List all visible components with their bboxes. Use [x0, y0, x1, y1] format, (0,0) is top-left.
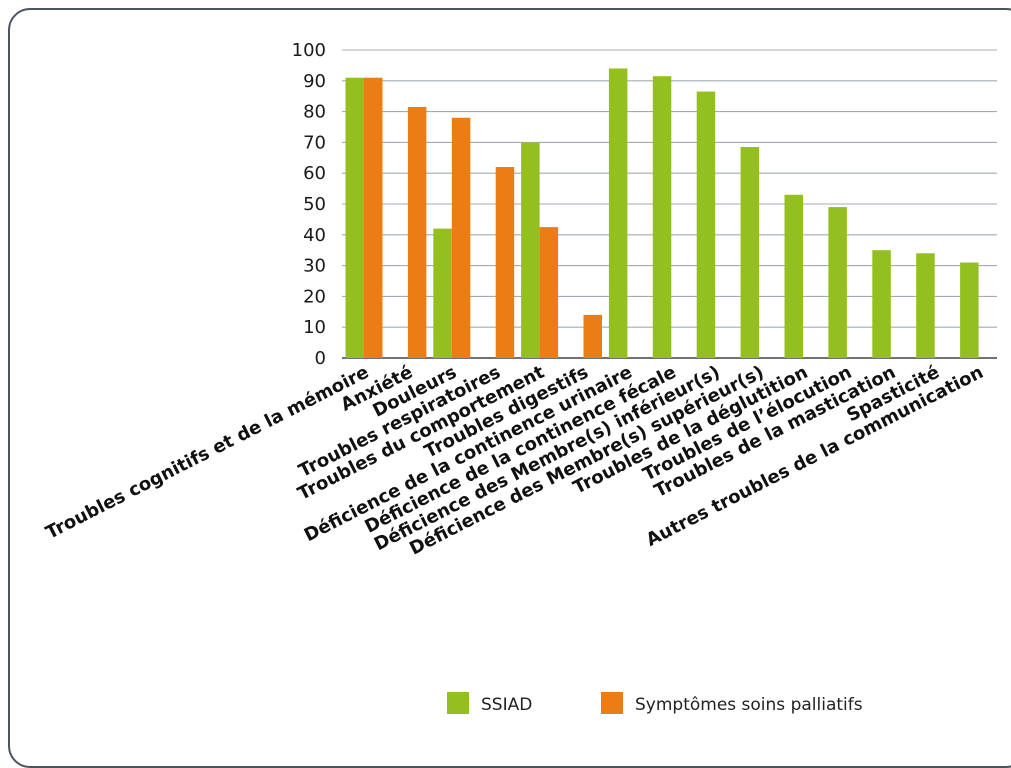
bar-symptomes-soins-palliatifs-anxiete	[407, 106, 427, 358]
bar-chart: 0 10 20 30 40 50 60 70 80 90 100 Troubles cognitif…	[42, 40, 997, 715]
bar-symptomes-soins-palliatifs-troubles-du-comportement	[539, 227, 559, 358]
y-tick-label: 30	[303, 256, 326, 277]
bar-ssiad-spasticite	[916, 253, 935, 358]
y-tick-label: 60	[303, 163, 326, 184]
bar-ssiad-troubles-de-l-elocution	[828, 207, 847, 358]
legend-swatch-symptomes-soins-palliatifs	[601, 692, 623, 714]
bar-ssiad-autres-troubles-de-la-communication	[960, 262, 979, 358]
bar-ssiad-troubles-de-la-deglutition	[784, 194, 803, 358]
y-axis-ticks: 0 10 20 30 40 50 60 70 80 90 100	[292, 40, 326, 369]
bar-symptomes-soins-palliatifs-troubles-respiratoires	[495, 167, 515, 358]
y-tick-label: 40	[303, 225, 326, 246]
legend-swatch-ssiad	[447, 692, 469, 714]
bar-ssiad-troubles-de-la-mastication	[872, 250, 891, 358]
bar-ssiad-troubles-cognitifs-et-de-la-memoire	[345, 77, 364, 358]
bar-ssiad-troubles-du-comportement	[521, 142, 540, 358]
bar-symptomes-soins-palliatifs-douleurs	[451, 117, 471, 358]
bar-ssiad-deficience-de-la-continence-urinaire	[608, 68, 628, 358]
y-tick-label: 20	[303, 286, 326, 307]
legend: SSIAD Symptômes soins palliatifs	[447, 692, 863, 715]
legend-label-symptomes-soins-palliatifs: Symptômes soins palliatifs	[635, 695, 863, 715]
y-tick-label: 70	[303, 132, 326, 153]
x-axis-category-labels: Troubles cognitifs et de la mémoireAnxié…	[42, 362, 986, 560]
bar-ssiad-deficience-de-la-continence-fecale	[652, 76, 672, 359]
bar-symptomes-soins-palliatifs-troubles-cognitifs-et-de-la-memoire	[364, 77, 383, 358]
chart-frame	[8, 8, 1011, 768]
y-tick-label: 90	[303, 71, 326, 92]
legend-label-ssiad: SSIAD	[481, 695, 532, 715]
bar-ssiad-deficience-des-membre-s-inferieur-s	[696, 91, 716, 358]
y-tick-label: 80	[303, 102, 326, 123]
bar-ssiad-deficience-des-membre-s-superieur-s	[740, 147, 760, 358]
bar-symptomes-soins-palliatifs-troubles-digestifs	[583, 314, 602, 358]
bar-ssiad-douleurs	[433, 228, 452, 358]
y-tick-label: 0	[315, 348, 326, 369]
y-tick-label: 50	[303, 194, 326, 215]
y-tick-label: 100	[292, 40, 326, 61]
y-tick-label: 10	[303, 317, 326, 338]
bars	[345, 68, 979, 359]
